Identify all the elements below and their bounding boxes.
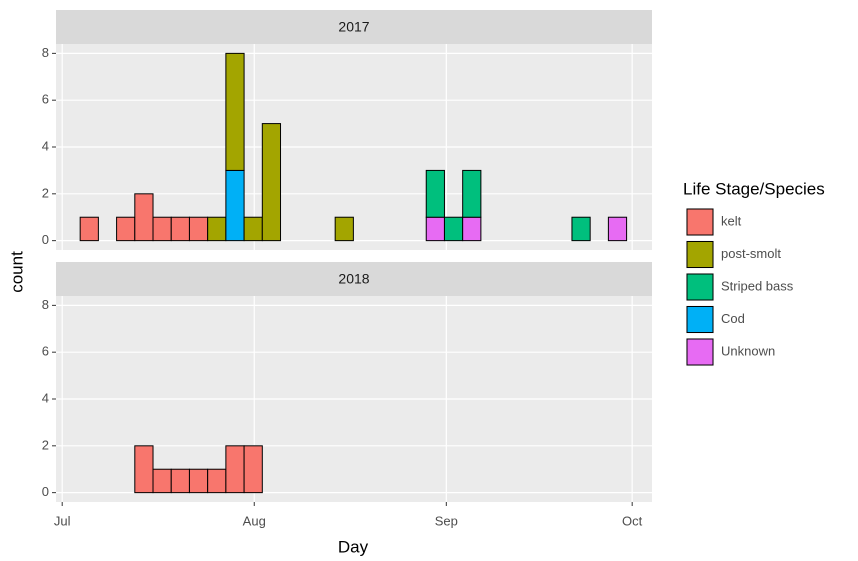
bar [225, 169, 245, 242]
legend-key [686, 241, 714, 268]
bar [170, 468, 190, 494]
bar [462, 169, 482, 218]
bar [207, 468, 227, 494]
bar [134, 193, 154, 242]
y-tick-label: 4 [42, 138, 49, 153]
bar [152, 468, 172, 494]
x-tick-label: Oct [622, 513, 643, 528]
y-tick-label: 2 [42, 185, 49, 200]
x-tick-label: Aug [243, 513, 266, 528]
y-tick-label: 6 [42, 92, 49, 107]
bar [116, 216, 136, 242]
legend-key [686, 208, 714, 236]
bar [443, 216, 464, 242]
facet-strip [56, 262, 652, 296]
facet-label: 2017 [338, 19, 369, 35]
bar [425, 169, 445, 218]
x-axis-label: Day [338, 537, 369, 556]
x-tick-label: Sep [435, 513, 458, 528]
y-tick-label: 2 [42, 437, 49, 452]
bar [243, 216, 263, 242]
facet-strip [56, 10, 652, 44]
legend-title: Life Stage/Species [683, 179, 825, 198]
bar [261, 123, 282, 242]
bar [225, 445, 245, 494]
bar [225, 52, 245, 171]
bar [571, 216, 591, 242]
facet-label: 2018 [338, 271, 369, 287]
y-tick-label: 8 [42, 45, 49, 60]
bar [152, 216, 172, 242]
bar [188, 216, 209, 242]
y-axis-label: count [7, 251, 26, 293]
legend-label: kelt [721, 213, 742, 228]
y-tick-label: 4 [42, 390, 49, 405]
bar [188, 468, 209, 494]
legend-label: post-smolt [721, 246, 781, 261]
x-tick-label: Jul [54, 513, 71, 528]
bar [425, 216, 445, 242]
legend-label: Cod [721, 311, 745, 326]
legend-key [686, 306, 714, 333]
legend-key [686, 273, 714, 301]
bar [79, 216, 99, 242]
legend-label: Unknown [721, 343, 775, 358]
legend-label: Striped bass [721, 278, 794, 293]
bar [462, 216, 482, 242]
bar [170, 216, 190, 242]
bar [243, 445, 263, 494]
bar [207, 216, 227, 242]
bar [607, 216, 628, 242]
y-tick-label: 8 [42, 297, 49, 312]
y-tick-label: 0 [42, 484, 49, 499]
bar [334, 216, 354, 242]
y-tick-label: 0 [42, 232, 49, 247]
bar [134, 445, 154, 494]
legend-key [686, 338, 714, 366]
y-tick-label: 6 [42, 344, 49, 359]
